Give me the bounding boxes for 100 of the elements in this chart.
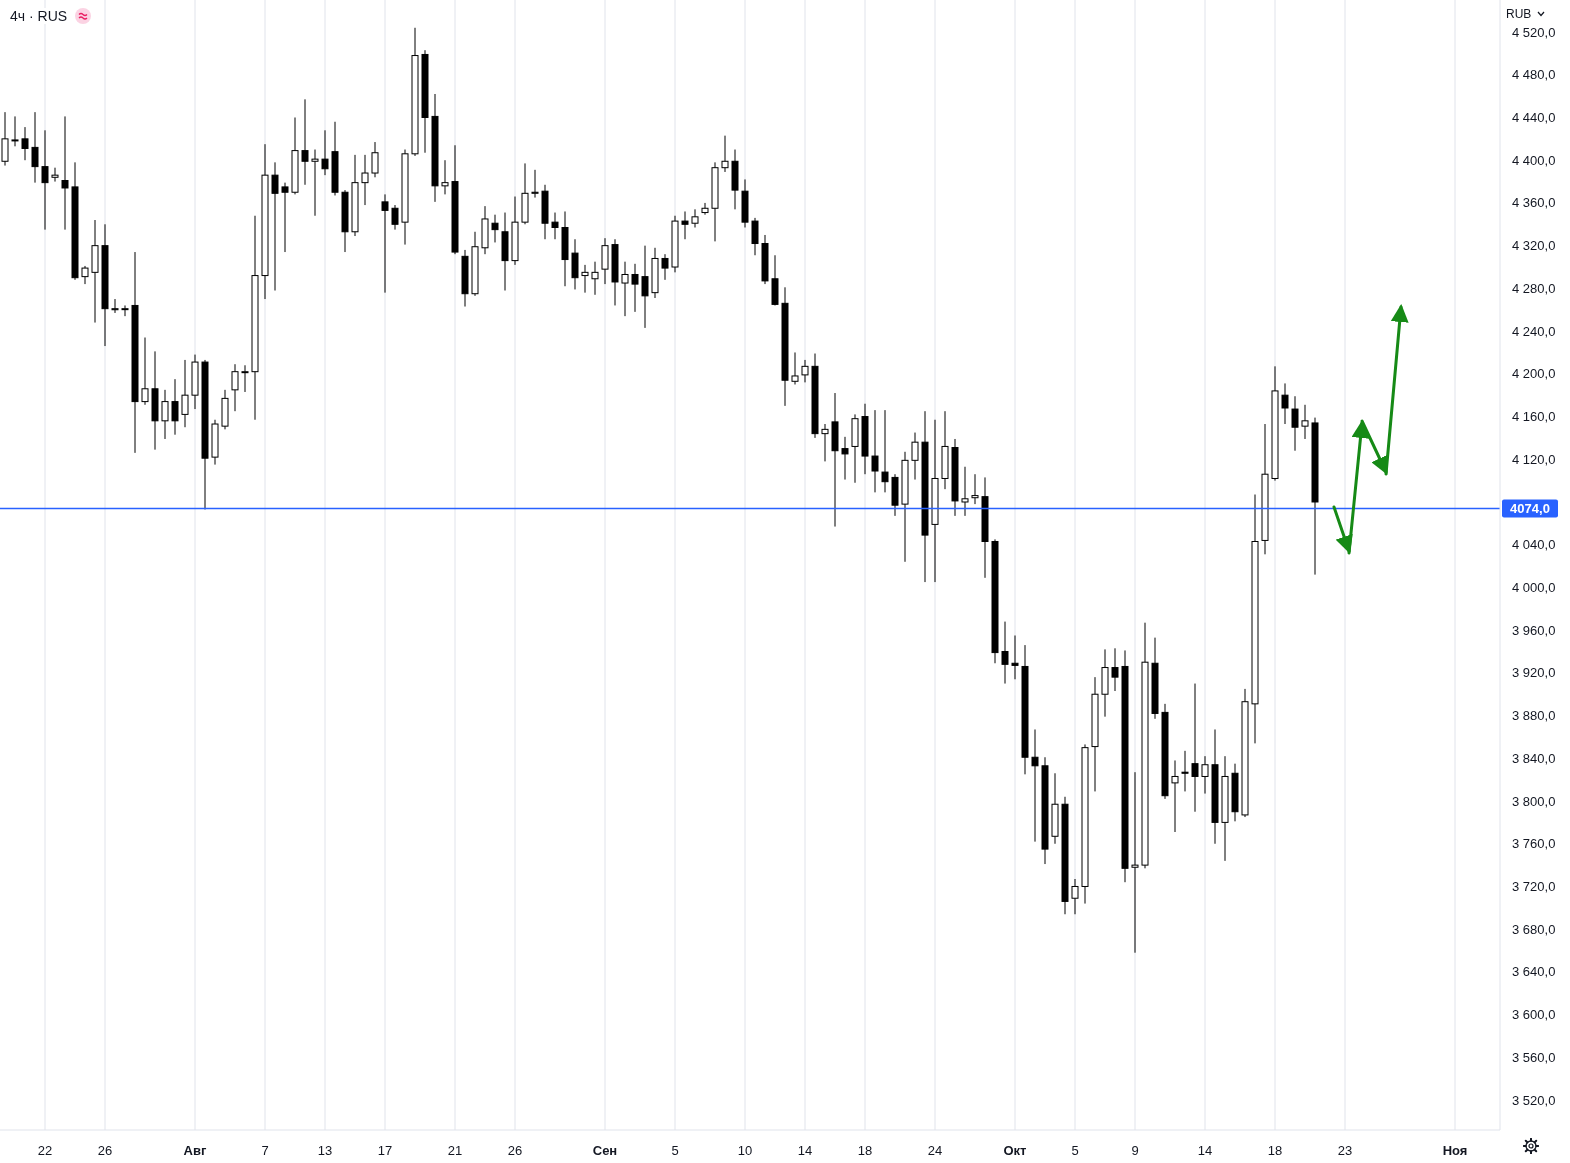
candlestick	[1191, 683, 1199, 813]
candlestick	[41, 129, 49, 231]
candlestick	[381, 193, 389, 294]
y-tick-label: 4 000,0	[1512, 579, 1556, 595]
candlestick	[311, 149, 319, 217]
candlestick	[301, 98, 309, 186]
candlestick	[61, 115, 69, 231]
candlestick	[391, 204, 399, 231]
candlestick	[1301, 404, 1309, 440]
candlestick	[881, 409, 889, 493]
candlestick	[241, 364, 249, 393]
candlestick	[271, 161, 279, 292]
y-tick-label: 3 800,0	[1512, 793, 1556, 809]
x-tick-label: 18	[857, 1143, 873, 1158]
x-tick-label: 24	[927, 1143, 943, 1158]
x-tick-label: Сен	[592, 1143, 618, 1158]
x-tick-label: Окт	[1003, 1143, 1027, 1158]
x-tick-label: 26	[507, 1143, 523, 1158]
y-tick-label: 4 120,0	[1512, 451, 1556, 467]
candlestick	[1281, 382, 1289, 425]
candlestick	[11, 115, 19, 147]
x-tick-label: 7	[261, 1143, 269, 1158]
y-tick-label: 4 240,0	[1512, 323, 1556, 339]
candlestick	[371, 141, 379, 178]
candlestick	[1071, 878, 1079, 915]
candlestick	[1001, 621, 1009, 685]
y-tick-label: 3 560,0	[1512, 1049, 1556, 1065]
y-tick-label: 3 520,0	[1512, 1092, 1556, 1108]
candlestick	[81, 265, 89, 285]
candlestick	[31, 111, 39, 184]
candlestick	[551, 212, 559, 240]
candlestick	[581, 264, 589, 294]
y-tick-label: 3 640,0	[1512, 964, 1556, 980]
candlestick	[791, 351, 799, 385]
x-tick-label: Авг	[183, 1143, 207, 1158]
candlestick	[821, 423, 829, 462]
candlestick	[661, 253, 669, 281]
candlestick	[1171, 759, 1179, 833]
candlestick	[111, 298, 119, 314]
y-tick-label: 4 320,0	[1512, 238, 1556, 254]
y-tick-label: 3 600,0	[1512, 1007, 1556, 1023]
candlestick	[591, 261, 599, 296]
y-tick-label: 4 160,0	[1512, 409, 1556, 425]
y-axis-title: RUB	[1506, 7, 1532, 21]
candlestick	[141, 337, 149, 406]
y-tick-label: 4 360,0	[1512, 195, 1556, 211]
x-tick-label: 17	[377, 1143, 393, 1158]
y-tick-label: 3 720,0	[1512, 878, 1556, 894]
candlestick	[1111, 647, 1119, 692]
candlestick	[121, 304, 129, 317]
y-tick-label: 3 960,0	[1512, 622, 1556, 638]
candlestick	[721, 135, 729, 173]
candlestick	[1131, 771, 1139, 954]
candlestick	[231, 363, 239, 412]
candlestick	[691, 208, 699, 228]
candlestick	[601, 237, 609, 285]
x-tick-label: 26	[97, 1143, 113, 1158]
x-tick-label: 9	[1131, 1143, 1139, 1158]
candlestick	[1011, 634, 1019, 680]
candlestick	[161, 389, 169, 440]
candlestick	[701, 202, 709, 216]
candlestick	[911, 432, 919, 481]
x-tick-label: 5	[1071, 1143, 1079, 1158]
candlestick	[51, 167, 59, 183]
candlestick	[21, 126, 29, 161]
candlestick	[491, 214, 499, 243]
candlestick	[321, 129, 329, 176]
y-tick-label: 3 880,0	[1512, 708, 1556, 724]
candlestick	[1201, 755, 1209, 795]
x-tick-label: 10	[737, 1143, 753, 1158]
candlestick	[281, 182, 289, 253]
y-tick-label: 4 480,0	[1512, 67, 1556, 83]
candlestick	[961, 466, 969, 517]
x-tick-label: 21	[447, 1143, 463, 1158]
x-tick-label: Ноя	[1442, 1143, 1468, 1158]
y-tick-label: 4 040,0	[1512, 537, 1556, 553]
candlestick	[641, 245, 649, 329]
candlestick	[621, 261, 629, 317]
candlestick	[1291, 395, 1299, 452]
y-tick-label: 3 920,0	[1512, 665, 1556, 681]
candlestick	[971, 473, 979, 505]
candlestick	[631, 263, 639, 313]
y-tick-label: 3 840,0	[1512, 750, 1556, 766]
text: 4ч · RUS	[10, 8, 68, 24]
candlestick	[171, 378, 179, 436]
x-tick-label: 22	[37, 1143, 53, 1158]
x-tick-label: 14	[1197, 1143, 1213, 1158]
candlestick	[1031, 728, 1039, 843]
candlestick	[1181, 750, 1189, 792]
candlestick	[361, 154, 369, 206]
candlestick	[441, 159, 449, 195]
candlestick	[751, 217, 759, 256]
x-tick-label: 14	[797, 1143, 813, 1158]
y-tick-label: 4 440,0	[1512, 109, 1556, 125]
y-tick-label: 4 200,0	[1512, 366, 1556, 382]
y-tick-label: 4 280,0	[1512, 280, 1556, 296]
y-tick-label: 3 680,0	[1512, 921, 1556, 937]
candlestick	[871, 409, 879, 493]
y-tick-label: 4 400,0	[1512, 152, 1556, 168]
x-tick-label: 13	[317, 1143, 333, 1158]
